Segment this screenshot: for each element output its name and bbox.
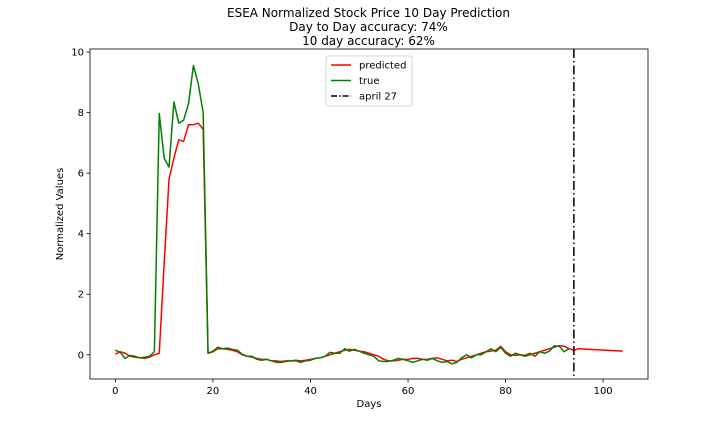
x-tick-label: 60	[402, 386, 415, 397]
legend-label-true: true	[359, 76, 380, 87]
y-axis: 0 2 4 6 8 10	[71, 48, 90, 361]
y-tick-label: 0	[78, 350, 84, 361]
y-tick-label: 6	[78, 169, 84, 180]
legend: predicted true april 27	[325, 55, 413, 107]
y-tick-label: 2	[78, 290, 84, 301]
legend-label-april-27: april 27	[359, 92, 397, 103]
chart-title-line-1: ESEA Normalized Stock Price 10 Day Predi…	[227, 6, 510, 20]
series-line-predicted	[115, 122, 623, 363]
y-tick-label: 8	[78, 108, 84, 119]
legend-label-predicted: predicted	[359, 61, 406, 72]
y-tick-label: 10	[71, 48, 84, 59]
chart-title: ESEA Normalized Stock Price 10 Day Predi…	[227, 6, 510, 48]
series-layer	[115, 64, 623, 365]
chart-title-line-2: Day to Day accuracy: 74%	[289, 20, 448, 34]
plot-frame	[89, 48, 649, 380]
x-axis: 0 20 40 60 80 100	[112, 379, 613, 397]
x-tick-label: 0	[112, 386, 118, 397]
legend-box	[325, 55, 413, 107]
x-tick-label: 100	[594, 386, 613, 397]
x-axis-label: Days	[357, 399, 382, 410]
y-axis-label: Normalized Values	[55, 168, 66, 261]
y-tick-label: 4	[78, 229, 84, 240]
chart-title-line-3: 10 day accuracy: 62%	[302, 34, 435, 48]
x-tick-label: 80	[499, 386, 512, 397]
x-tick-label: 40	[304, 386, 317, 397]
x-tick-label: 20	[207, 386, 220, 397]
series-line-true	[115, 64, 570, 365]
